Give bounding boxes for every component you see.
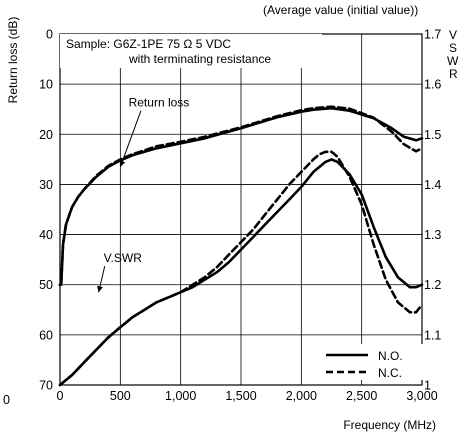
x-tick-label: 0 [57, 389, 64, 403]
annotation-leader-line [119, 110, 142, 168]
annotation-arrowhead [97, 285, 103, 293]
x-tick-label: 2,000 [286, 389, 317, 403]
y-left-tick-label: 30 [39, 178, 53, 192]
y-right-tick-label: 1.4 [424, 178, 441, 192]
y-right-tick-label: 1.7 [424, 28, 441, 42]
stray-left-label: 0 [3, 393, 10, 407]
annotations: Return loss V.SWR [97, 96, 189, 293]
y-left-tick-label: 50 [39, 278, 53, 292]
x-tick-label: 1,500 [225, 389, 256, 403]
y-left-tick-label: 0 [46, 28, 53, 42]
x-tick-label: 500 [110, 389, 131, 403]
y-right-tick-label: 1.5 [424, 128, 441, 142]
tick-labels: 0 500 1,000 1,500 2,000 2,500 3,000 0 10 20 30 40 50… [39, 28, 441, 404]
series-line-v-swr-nc [58, 150, 424, 387]
y-right-tick-label: 1 [424, 379, 431, 393]
y-right-tick-label: 1.3 [424, 228, 441, 242]
y-right-tick-label: 1.6 [424, 78, 441, 92]
series-lines [58, 105, 424, 387]
x-tick-label: 1,000 [165, 389, 196, 403]
right-axis-label-letter: R [449, 67, 458, 81]
right-axis-label-letter: W [447, 54, 459, 68]
x-axis-label: Frequency (MHz) [343, 418, 436, 432]
y-left-tick-label: 20 [39, 128, 53, 142]
y-left-tick-label: 70 [39, 379, 53, 393]
header-note: (Average value (initial value)) [263, 3, 418, 17]
grid [59, 33, 423, 386]
legend-label-no: N.O. [378, 349, 403, 363]
left-axis-label: Return loss (dB) [6, 17, 20, 104]
y-left-tick-label: 10 [39, 78, 53, 92]
legend-background [320, 344, 424, 380]
sample-text-line2: with terminating resistance [128, 52, 271, 66]
annotation-label: V.SWR [104, 251, 143, 265]
legend: N.O. N.C. [320, 344, 424, 380]
right-axis-label-letter: S [449, 41, 457, 55]
annotation-arrowhead [119, 160, 126, 167]
sample-box-background [60, 34, 322, 68]
right-axis-label-letter: V [449, 28, 457, 42]
right-axis-label: V S W R [447, 28, 459, 81]
sample-box: Sample: G6Z-1PE 75 Ω 5 VDC with terminat… [60, 34, 322, 68]
sample-text-line1: Sample: G6Z-1PE 75 Ω 5 VDC [66, 37, 231, 51]
y-left-tick-label: 60 [39, 328, 53, 342]
y-right-tick-label: 1.2 [424, 278, 441, 292]
y-right-tick-label: 1.1 [424, 328, 441, 342]
x-tick-label: 3,000 [406, 389, 437, 403]
y-left-tick-label: 40 [39, 228, 53, 242]
legend-label-nc: N.C. [378, 366, 402, 380]
series-line-return-loss-nc [58, 105, 424, 287]
annotation-label: Return loss [129, 96, 190, 110]
x-tick-label: 2,500 [346, 389, 377, 403]
